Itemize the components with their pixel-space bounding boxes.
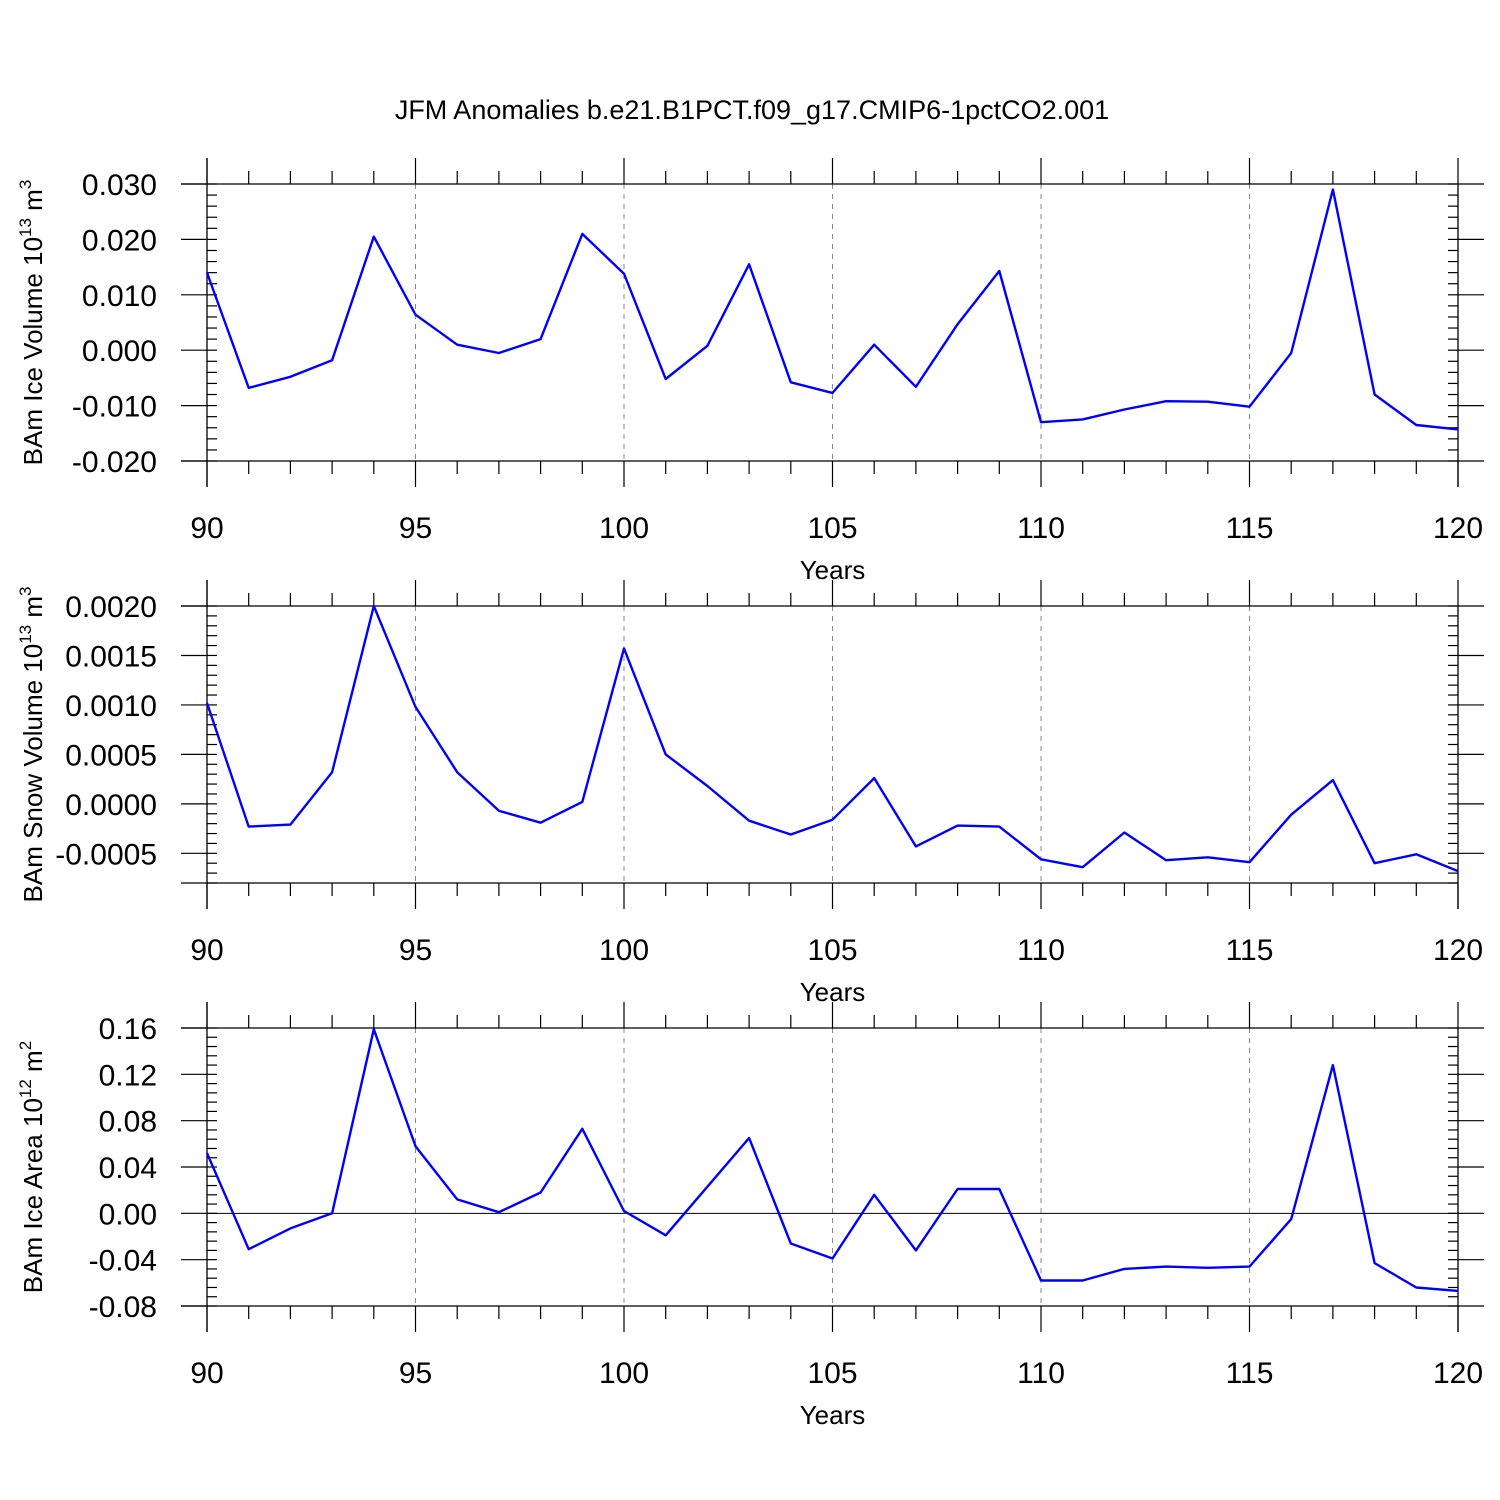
chart-panel-3: -0.08 -0.04 0.00 0.04 0.08 0.12 0.16 90 95 100 105… (16, 1002, 1484, 1430)
y-tick-label: 0.00 (99, 1198, 157, 1231)
x-tick-label: 100 (599, 512, 649, 545)
x-tick-label: 110 (1017, 934, 1065, 967)
y-tick-label: 0.0010 (65, 690, 157, 723)
series-line (205, 188, 1459, 431)
x-tick-label: 95 (399, 1357, 432, 1390)
y-tick-label: -0.04 (89, 1245, 157, 1278)
x-tick-label: 115 (1226, 512, 1274, 545)
x-tick-label: 110 (1017, 512, 1065, 545)
series-line (205, 1027, 1459, 1293)
y-axis-title: BAm Ice Volume 1013 m3 (16, 180, 48, 466)
y-tick-label: 0.0020 (65, 591, 157, 624)
y-tick-label: -0.08 (89, 1291, 157, 1324)
y-tick-label: -0.0005 (55, 838, 157, 871)
y-tick-label: -0.010 (72, 391, 157, 424)
y-tick-label: 0.030 (82, 169, 157, 202)
y-tick-label: 0.08 (99, 1106, 157, 1139)
x-tick-label: 120 (1433, 512, 1483, 545)
y-tick-label: 0.12 (99, 1059, 157, 1092)
x-tick-label: 115 (1226, 1357, 1274, 1390)
y-tick-label: 0.0005 (65, 739, 157, 772)
x-tick-label: 90 (190, 934, 223, 967)
x-axis-title: Years (800, 1400, 866, 1430)
y-axis-title: BAm Snow Volume 1013 m3 (16, 587, 48, 903)
series-line (205, 604, 1459, 873)
x-tick-label: 120 (1433, 1357, 1483, 1390)
x-tick-label: 105 (807, 1357, 857, 1390)
x-tick-label: 90 (190, 1357, 223, 1390)
chart-title: JFM Anomalies b.e21.B1PCT.f09_g17.CMIP6-… (395, 95, 1109, 125)
x-tick-label: 105 (807, 934, 857, 967)
y-tick-label: 0.0015 (65, 640, 157, 673)
chart-panel-2: -0.0005 0.0000 0.0005 0.0010 0.0015 0.0020 90 9… (16, 580, 1484, 1007)
x-tick-label: 110 (1017, 1357, 1065, 1390)
x-tick-label: 100 (599, 1357, 649, 1390)
x-tick-label: 90 (190, 512, 223, 545)
x-tick-label: 120 (1433, 934, 1483, 967)
x-tick-label: 115 (1226, 934, 1274, 967)
y-tick-label: -0.020 (72, 446, 157, 479)
y-tick-label: 0.04 (99, 1152, 157, 1185)
y-tick-label: 0.000 (82, 335, 157, 368)
x-tick-label: 105 (807, 512, 857, 545)
y-tick-label: 0.020 (82, 224, 157, 257)
y-tick-label: 0.010 (82, 280, 157, 313)
chart-panels: -0.020 -0.010 0.000 0.010 0.020 0.030 90 95 100 1… (16, 158, 1484, 1430)
y-tick-label: 0.16 (99, 1013, 157, 1046)
y-tick-label: 0.0000 (65, 789, 157, 822)
chart-panel-1: -0.020 -0.010 0.000 0.010 0.020 0.030 90 95 100 1… (16, 158, 1484, 585)
y-axis-title: BAm Ice Area 1012 m2 (16, 1041, 48, 1293)
x-tick-label: 100 (599, 934, 649, 967)
x-tick-label: 95 (399, 934, 432, 967)
x-tick-label: 95 (399, 512, 432, 545)
